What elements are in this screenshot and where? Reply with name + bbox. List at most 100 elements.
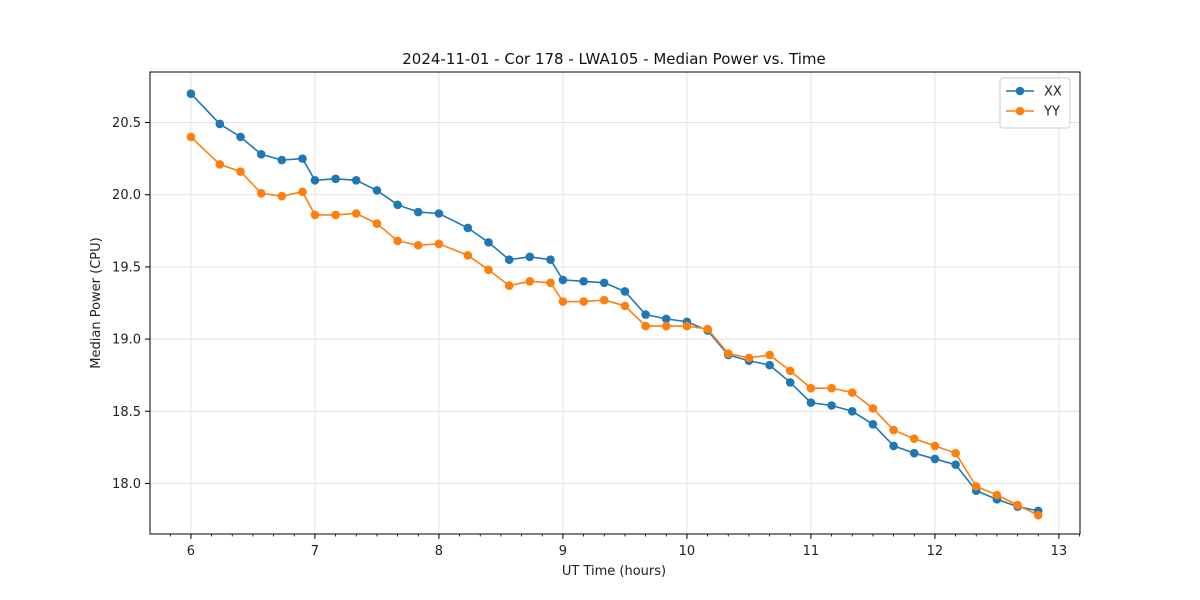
legend-marker [1015,86,1025,96]
data-point-yy [215,160,225,169]
data-point-xx [484,238,493,247]
y-axis-label: Median Power (CPU) [89,237,104,368]
data-point-xx [372,186,382,195]
data-point-xx [868,419,878,429]
data-point-yy [847,388,857,397]
data-point-xx [579,277,588,286]
data-point-yy [484,265,493,275]
data-point-yy [256,188,266,198]
y-tick-label: 20.0 [112,188,141,203]
x-tick-label: 9 [559,544,567,559]
data-point-xx [641,310,650,319]
legend-label: YY [1043,105,1060,120]
x-tick-label: 10 [679,544,696,559]
data-point-yy [393,236,402,246]
data-point-yy [827,383,836,393]
y-tick-label: 18.5 [112,405,141,420]
data-point-yy [992,490,1002,500]
x-tick-label: 13 [1051,544,1068,559]
y-tick-label: 19.5 [112,260,141,275]
legend-item-yy: YY [1006,105,1060,120]
data-point-yy [525,277,535,286]
y-tick-label: 18.0 [112,477,141,492]
data-point-xx [434,209,444,218]
data-point-xx [351,175,361,185]
x-tick-label: 12 [927,544,944,559]
data-point-xx [558,275,568,285]
plot-frame [149,71,1081,535]
data-point-xx [546,255,555,264]
chart-title: 2024-11-01 - Cor 178 - LWA105 - Median P… [402,50,826,68]
y-tick-label: 19.0 [112,333,141,348]
data-point-yy [351,209,361,218]
data-point-xx [256,149,266,159]
data-point-yy [889,425,898,435]
series-yy [186,132,1043,520]
data-point-xx [277,155,287,165]
data-point-xx [236,132,245,142]
x-tick-label: 8 [435,544,443,559]
x-tick-label: 6 [187,544,195,559]
data-point-yy [868,404,878,413]
data-point-yy [1013,500,1022,510]
data-point-xx [463,223,473,233]
data-point-xx [909,448,919,458]
data-point-yy [806,383,816,393]
legend-item-xx: XX [1006,85,1062,100]
data-point-xx [951,460,960,470]
data-point-xx [599,278,609,288]
data-point-yy [723,349,733,358]
data-point-yy [951,448,960,458]
x-tick-label: 7 [311,544,319,559]
data-point-xx [930,454,940,464]
legend: XX YY [999,77,1071,129]
data-point-xx [331,174,340,184]
data-point-xx [765,360,774,370]
data-point-xx [785,378,795,387]
grid [150,72,1080,534]
data-point-yy [641,321,650,331]
data-point-yy [298,187,307,197]
data-point-yy [579,297,588,306]
data-point-yy [372,219,382,228]
data-point-yy [599,295,609,305]
data-point-yy [909,434,919,444]
data-point-yy [186,132,196,142]
data-point-xx [215,119,225,129]
data-point-xx [827,401,836,410]
legend-marker [1015,106,1025,116]
data-point-xx [393,200,402,210]
data-point-yy [310,210,320,220]
y-axis: 18.0 18.5 19.0 19.5 20.0 20.5 [112,116,150,492]
series-line-yy [190,136,1039,516]
data-point-yy [930,441,940,451]
data-point-xx [504,255,514,264]
data-point-yy [434,239,444,249]
data-point-yy [703,324,712,334]
y-tick-label: 20.5 [112,116,141,131]
data-point-xx [847,406,857,416]
data-point-yy [1033,510,1043,520]
data-point-xx [298,154,307,163]
x-tick-label: 11 [803,544,820,559]
x-axis: 6 7 8 9 10 11 12 13 [169,534,1080,559]
data-point-xx [413,207,423,217]
data-point-yy [236,167,245,176]
data-point-xx [889,441,898,451]
data-point-yy [558,297,568,306]
data-point-yy [546,278,555,288]
data-point-yy [277,191,287,201]
data-point-yy [971,482,981,491]
data-point-xx [620,287,630,296]
x-axis-label: UT Time (hours) [562,564,666,579]
data-point-yy [620,301,630,311]
data-point-xx [661,314,671,324]
data-point-yy [744,353,754,363]
data-point-yy [765,350,774,360]
data-point-yy [661,321,671,331]
data-point-yy [504,281,514,290]
data-point-xx [525,252,535,262]
legend-label: XX [1044,85,1062,100]
data-point-yy [682,321,692,331]
